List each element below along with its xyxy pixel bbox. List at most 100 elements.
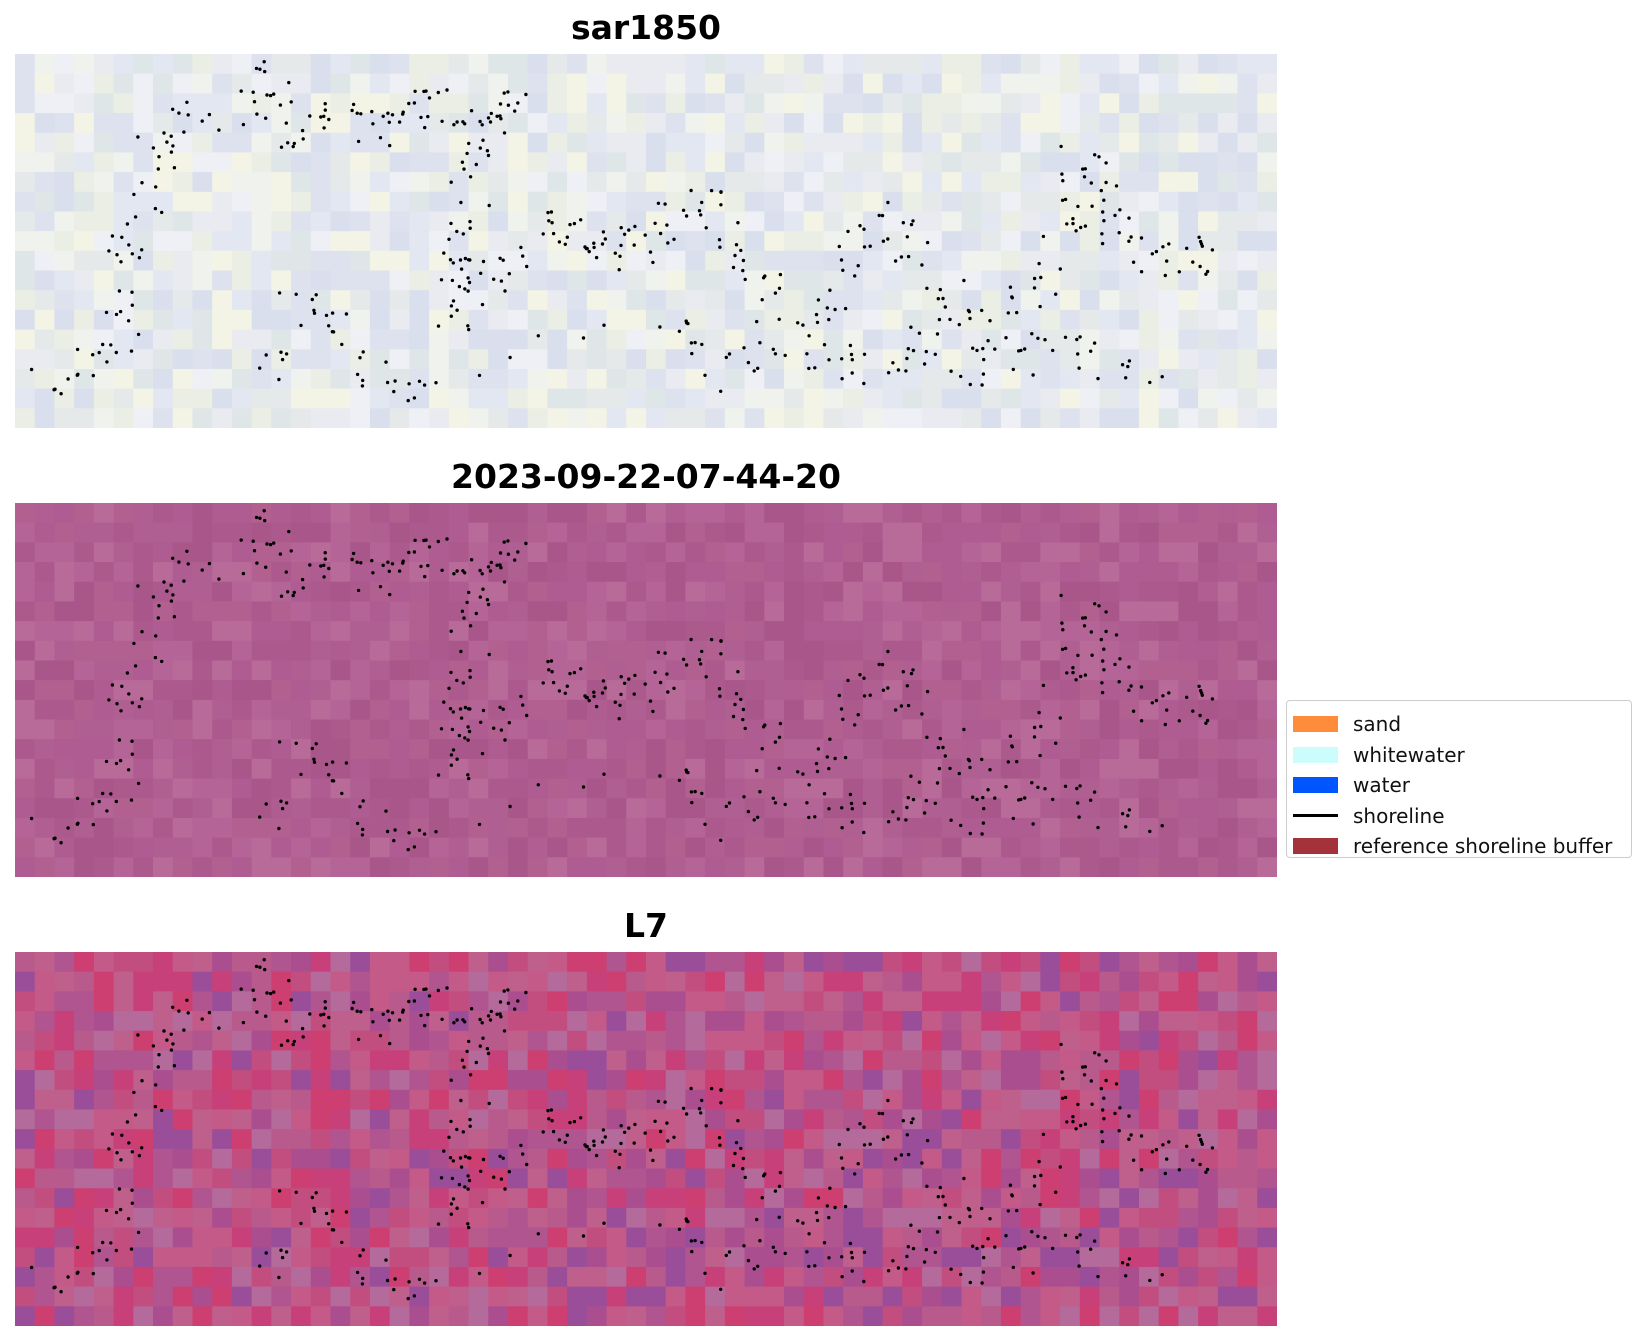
shoreline-point [742,795,746,799]
shoreline-point [258,366,262,370]
raster-pixel [291,1070,312,1091]
raster-pixel [54,309,75,331]
raster-pixel [1158,113,1180,134]
raster-pixel [724,211,746,232]
shoreline-point [1102,219,1106,223]
raster-pixel [310,1148,332,1170]
raster-pixel [212,562,233,583]
raster-pixel [291,250,312,272]
raster-pixel [1198,1286,1219,1307]
raster-pixel [843,152,864,173]
raster-pixel [1079,971,1101,992]
shoreline-point [508,355,512,360]
raster-pixel [507,1050,529,1071]
raster-pixel [409,93,430,114]
raster-pixel [1257,798,1277,819]
shoreline-point [627,1126,631,1130]
shoreline-point [182,130,186,134]
raster-pixel [646,1030,667,1052]
raster-pixel [784,1207,805,1229]
raster-pixel [113,739,134,760]
raster-pixel [153,680,174,701]
raster-pixel [527,621,549,642]
shoreline-point [448,707,453,711]
shoreline-point [114,1210,119,1215]
raster-pixel [527,1207,549,1229]
raster-pixel [507,132,529,154]
shoreline-point [407,101,411,106]
raster-pixel [429,191,450,213]
raster-pixel [1158,1070,1180,1091]
raster-pixel [1000,857,1022,877]
raster-pixel [1257,1070,1277,1091]
shoreline-point [618,1152,622,1156]
raster-pixel [330,132,351,154]
raster-pixel [567,699,588,721]
raster-pixel [93,250,115,272]
raster-pixel [271,113,292,134]
shoreline-point [1139,685,1144,689]
raster-pixel [172,1286,194,1307]
raster-pixel [1040,1306,1061,1326]
raster-pixel [803,113,825,134]
raster-pixel [251,817,272,839]
raster-pixel [251,719,272,740]
raster-pixel [606,952,627,973]
raster-pixel [429,522,450,543]
shoreline-point [466,324,470,328]
shoreline-point [1185,246,1189,250]
raster-pixel [113,857,134,877]
raster-pixel [705,857,726,877]
raster-pixel [922,349,943,370]
shoreline-point [796,1219,800,1223]
shoreline-point [1037,710,1041,715]
raster-pixel [1020,699,1041,721]
raster-pixel [567,857,588,877]
raster-pixel [1099,719,1120,740]
raster-pixel [1138,1247,1160,1268]
raster-pixel [389,1148,410,1170]
raster-pixel [350,388,371,409]
raster-pixel [310,329,332,350]
raster-pixel [1158,660,1180,681]
shoreline-point [451,1159,455,1163]
shoreline-point [129,798,134,802]
raster-pixel [113,1207,134,1229]
raster-pixel [507,660,529,681]
shoreline-point [466,1187,470,1191]
raster-pixel [231,1266,253,1288]
raster-pixel [862,640,884,662]
raster-pixel [626,1168,647,1189]
raster-pixel [567,739,588,760]
raster-pixel [1060,1070,1081,1091]
shoreline-point [980,757,984,762]
shoreline-point [406,398,410,403]
raster-pixel [429,388,450,409]
raster-pixel [1000,699,1022,721]
raster-pixel [271,211,292,232]
raster-pixel [429,231,450,252]
shoreline-point [858,673,862,677]
raster-pixel [1079,1247,1101,1268]
shoreline-point [967,310,972,314]
raster-pixel [74,640,95,662]
raster-pixel [291,270,312,291]
shoreline-point [980,383,984,387]
raster-pixel [15,542,36,563]
raster-pixel [527,680,549,701]
shoreline-point [419,564,423,569]
shoreline-point [850,807,854,811]
raster-pixel [488,211,509,232]
shoreline-point [413,987,417,991]
raster-pixel [192,172,213,193]
raster-pixel [1099,1011,1120,1032]
raster-pixel [1000,408,1022,428]
raster-pixel [1217,1227,1239,1248]
raster-pixel [291,1050,312,1071]
raster-pixel [291,1207,312,1229]
raster-pixel [133,290,154,311]
raster-pixel [941,817,963,839]
raster-pixel [803,660,825,681]
shoreline-point [658,231,663,236]
raster-pixel [409,211,430,232]
